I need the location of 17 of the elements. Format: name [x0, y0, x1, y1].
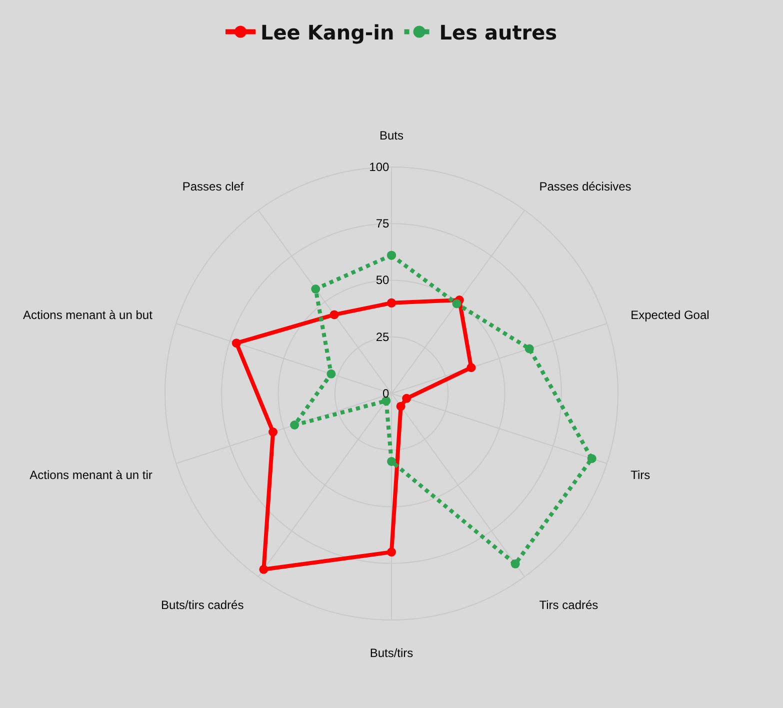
legend-label: Lee Kang-in — [260, 20, 394, 44]
spoke-label: Tirs — [630, 468, 650, 482]
y-tick-label: 50 — [376, 273, 390, 288]
y-tick-label: 100 — [369, 160, 390, 174]
spoke-label: Tirs cadrés — [539, 598, 598, 612]
spoke-label: Passes décisives — [539, 180, 632, 194]
spoke-label: Buts — [379, 128, 404, 143]
spoke-label: Actions menant à un tir — [30, 468, 152, 482]
spoke-label: Actions menant à un but — [22, 308, 154, 322]
y-tick-label: 0 — [382, 386, 390, 400]
legend-label: Les autres — [439, 20, 558, 44]
spoke-label: Buts/tirs cadrés — [161, 598, 244, 612]
y-tick-label: 25 — [376, 330, 390, 344]
spoke-label: Expected Goal — [630, 308, 710, 322]
spoke-label: Passes clef — [182, 180, 244, 194]
spoke-label: Buts/tirs — [370, 646, 414, 660]
y-tick-label: 75 — [376, 216, 390, 231]
